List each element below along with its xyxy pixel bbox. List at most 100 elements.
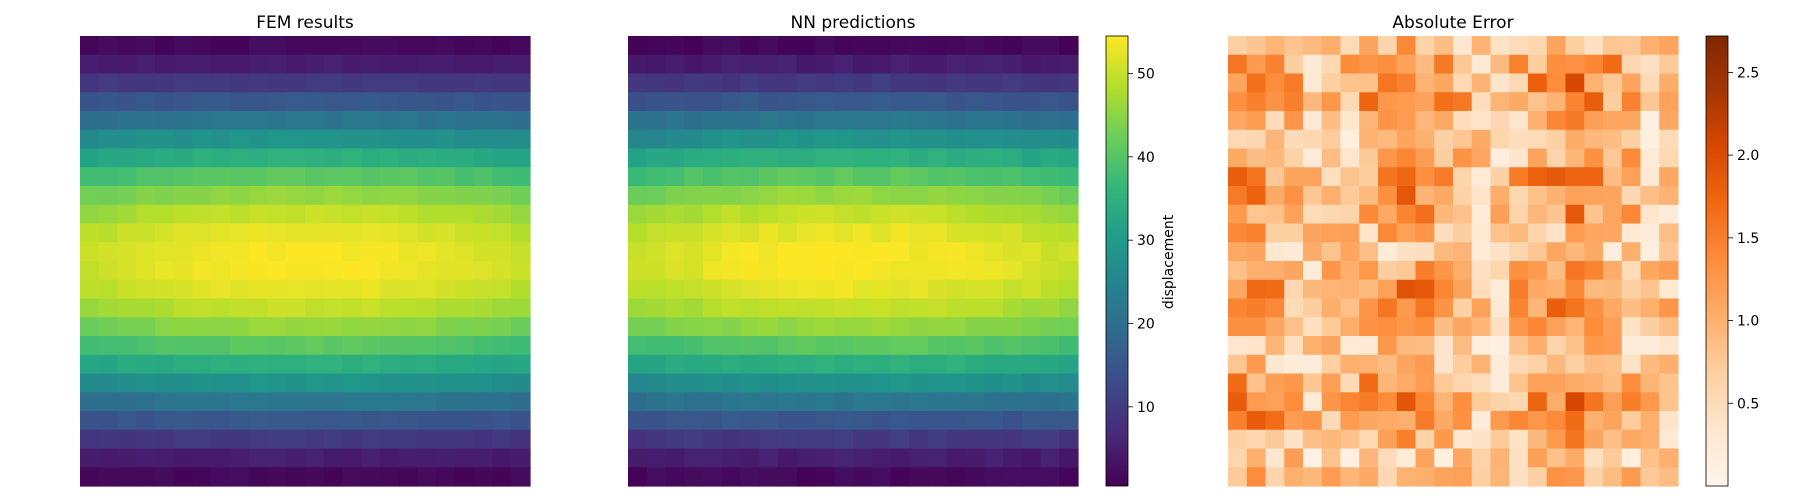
- err-cell-18-4: [1303, 373, 1323, 393]
- fem-cell-20-6: [192, 411, 212, 431]
- fem-cell-19-20: [455, 392, 475, 412]
- fem-cell-5-22: [492, 129, 512, 150]
- err-cell-15-16: [1528, 317, 1548, 337]
- err-cell-19-6: [1340, 392, 1360, 412]
- err-cell-23-1: [1246, 467, 1267, 487]
- fem-cell-4-15: [361, 111, 381, 131]
- nn-cell-6-20: [1003, 148, 1023, 168]
- fem-cell-13-11: [286, 279, 306, 300]
- fem-cell-3-0: [80, 92, 100, 112]
- err-cell-7-22: [1640, 167, 1660, 187]
- nn-cell-0-16: [928, 36, 948, 56]
- err-cell-16-12: [1453, 336, 1473, 356]
- err-cell-2-4: [1303, 73, 1323, 93]
- err-cell-1-11: [1434, 54, 1454, 75]
- err-cell-23-15: [1509, 467, 1529, 487]
- nn-cell-23-2: [665, 467, 685, 487]
- err-cell-10-7: [1359, 223, 1379, 243]
- fem-cell-21-15: [361, 429, 381, 450]
- fem-cell-21-10: [267, 429, 287, 450]
- nn-cell-8-22: [1040, 186, 1060, 206]
- fem-cell-21-1: [98, 429, 119, 450]
- fem-cell-12-21: [473, 261, 494, 281]
- err-cell-5-20: [1603, 129, 1623, 150]
- err-cell-14-23: [1659, 298, 1679, 318]
- err-cell-15-14: [1490, 317, 1510, 337]
- nn-cell-23-0: [628, 467, 648, 487]
- fem-cell-12-23: [511, 261, 531, 281]
- fem-cell-16-18: [417, 336, 437, 356]
- nn-cell-0-22: [1040, 36, 1060, 56]
- nn-cell-5-2: [665, 129, 685, 150]
- nn-cell-11-9: [796, 242, 817, 262]
- err-cell-2-23: [1659, 73, 1679, 93]
- err-cell-7-14: [1490, 167, 1510, 187]
- fem-cell-7-10: [267, 167, 287, 187]
- err-cell-6-14: [1490, 148, 1510, 168]
- nn-cell-7-5: [721, 167, 742, 187]
- err-cell-21-13: [1471, 429, 1492, 450]
- fem-cell-17-12: [305, 354, 325, 375]
- fem-cell-1-13: [323, 54, 344, 75]
- err-cell-12-8: [1378, 261, 1398, 281]
- nn-cell-0-13: [871, 36, 892, 56]
- nn-cell-18-20: [1003, 373, 1023, 393]
- nn-cell-6-6: [740, 148, 760, 168]
- fem-cell-17-10: [267, 354, 287, 375]
- err-cell-9-8: [1378, 204, 1398, 225]
- err-cell-8-18: [1565, 186, 1585, 206]
- fem-cell-20-17: [398, 411, 419, 431]
- err-cell-23-9: [1396, 467, 1417, 487]
- err-cell-17-9: [1396, 354, 1417, 375]
- fem-cell-17-13: [323, 354, 344, 375]
- err-cell-0-0: [1228, 36, 1248, 56]
- fem-cell-7-22: [492, 167, 512, 187]
- err-cell-1-22: [1640, 54, 1660, 75]
- nn-cell-2-15: [909, 73, 929, 93]
- error-title: Absolute Error: [1392, 13, 1513, 33]
- fem-cell-5-20: [455, 129, 475, 150]
- nn-cell-8-7: [759, 186, 779, 206]
- nn-cell-17-13: [871, 354, 892, 375]
- nn-cell-7-20: [1003, 167, 1023, 187]
- err-cell-2-11: [1434, 73, 1454, 93]
- nn-cell-10-9: [796, 223, 817, 243]
- err-cell-23-17: [1546, 467, 1567, 487]
- err-cell-4-12: [1453, 111, 1473, 131]
- err-cell-10-18: [1565, 223, 1585, 243]
- fem-cell-9-21: [473, 204, 494, 225]
- nn-cell-11-15: [909, 242, 929, 262]
- nn-cell-16-14: [890, 336, 910, 356]
- err-cell-19-17: [1546, 392, 1567, 412]
- fem-cell-10-21: [473, 223, 494, 243]
- fem-cell-3-1: [98, 92, 119, 112]
- err-cell-5-10: [1415, 129, 1435, 150]
- fem-cell-22-20: [455, 448, 475, 468]
- nn-cell-23-7: [759, 467, 779, 487]
- nn-cell-4-5: [721, 111, 742, 131]
- nn-cell-5-21: [1021, 129, 1042, 150]
- fem-cell-17-7: [211, 354, 231, 375]
- err-cell-6-8: [1378, 148, 1398, 168]
- nn-cell-23-15: [909, 467, 929, 487]
- nn-cell-22-23: [1059, 448, 1079, 468]
- fem-cell-6-20: [455, 148, 475, 168]
- nn-cell-0-23: [1059, 36, 1079, 56]
- nn-cell-17-7: [759, 354, 779, 375]
- nn-cell-9-18: [965, 204, 985, 225]
- err-cell-5-3: [1284, 129, 1304, 150]
- nn-cell-19-21: [1021, 392, 1042, 412]
- fem-cell-12-4: [155, 261, 175, 281]
- fem-cell-20-2: [117, 411, 137, 431]
- fem-cell-2-19: [436, 73, 456, 93]
- fem-cell-2-17: [398, 73, 419, 93]
- err-cell-7-1: [1246, 167, 1267, 187]
- fem-cell-6-6: [192, 148, 212, 168]
- err-cell-2-6: [1340, 73, 1360, 93]
- fem-cell-19-8: [230, 392, 250, 412]
- nn-cell-16-15: [909, 336, 929, 356]
- nn-cell-12-0: [628, 261, 648, 281]
- nn-cell-6-15: [909, 148, 929, 168]
- fem-cell-19-22: [492, 392, 512, 412]
- err-cell-20-10: [1415, 411, 1435, 431]
